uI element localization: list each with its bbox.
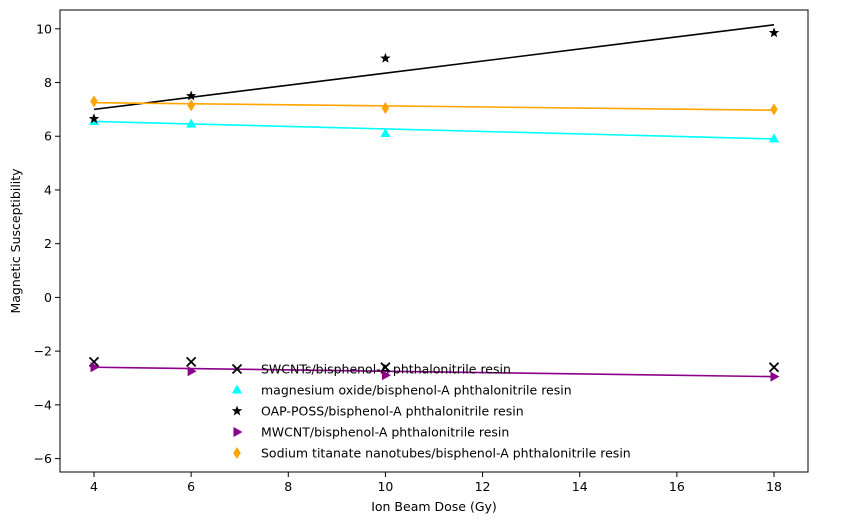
y-tick-label: 6 (44, 129, 52, 144)
legend-item-3: OAP-POSS/bisphenol-A phthalonitrile resi… (231, 404, 524, 419)
data-point (768, 27, 780, 38)
data-point (185, 90, 197, 101)
data-point (90, 95, 98, 108)
fit-line-series-3 (93, 23, 775, 111)
series-layer (88, 23, 780, 382)
x-tick-label: 10 (377, 479, 393, 494)
legend-label: magnesium oxide/bisphenol-A phthalonitri… (261, 383, 572, 398)
data-point (770, 371, 780, 382)
x-tick-label: 14 (572, 479, 588, 494)
data-point (90, 362, 100, 373)
legend-label: MWCNT/bisphenol-A phthalonitrile resin (261, 425, 509, 440)
legend: SWCNTs/bisphenol-A phthalonitrile resin m… (231, 362, 631, 461)
data-point (187, 99, 195, 112)
y-axis: −6 −4 −2 0 2 4 6 8 10 (34, 21, 60, 466)
y-tick-label: 4 (44, 182, 52, 197)
legend-item-5: Sodium titanate nanotubes/bisphenol-A ph… (233, 446, 631, 461)
fit-line-series-2 (93, 120, 775, 140)
x-axis-label: Ion Beam Dose (Gy) (371, 499, 497, 514)
x-tick-label: 4 (90, 479, 98, 494)
data-point (768, 362, 780, 373)
data-point (380, 52, 391, 63)
y-tick-label: 0 (44, 290, 52, 305)
legend-item-1: SWCNTs/bisphenol-A phthalonitrile resin (231, 362, 511, 377)
y-tick-label: −4 (34, 397, 52, 412)
fit-line-series-5 (93, 101, 775, 111)
legend-label: Sodium titanate nanotubes/bisphenol-A ph… (261, 446, 631, 461)
x-tick-label: 18 (766, 479, 782, 494)
legend-label: OAP-POSS/bisphenol-A phthalonitrile resi… (261, 404, 524, 419)
legend-label: SWCNTs/bisphenol-A phthalonitrile resin (261, 362, 511, 377)
y-tick-label: 10 (36, 21, 52, 36)
x-tick-label: 16 (669, 479, 685, 494)
series-1 (88, 356, 780, 373)
legend-marker (231, 405, 243, 416)
series-5 (90, 95, 778, 116)
data-point (88, 113, 100, 124)
legend-marker (231, 363, 243, 375)
legend-item-4: MWCNT/bisphenol-A phthalonitrile resin (233, 425, 509, 440)
data-point (381, 370, 391, 381)
x-tick-label: 6 (187, 479, 195, 494)
legend-item-2: magnesium oxide/bisphenol-A phthalonitri… (232, 383, 572, 398)
y-tick-label: −2 (34, 344, 52, 359)
legend-marker (232, 384, 242, 394)
data-point (769, 133, 779, 143)
data-point (381, 102, 390, 115)
y-tick-label: −6 (34, 451, 52, 466)
data-point (186, 356, 197, 368)
x-tick-label: 12 (475, 479, 491, 494)
plot-background (60, 10, 808, 472)
x-axis: 4 6 8 10 12 14 16 18 (90, 472, 782, 494)
fit-line-series-4 (93, 366, 775, 378)
data-point (186, 118, 197, 128)
x-tick-label: 8 (284, 479, 292, 494)
data-point (770, 103, 778, 116)
series-3 (88, 27, 780, 124)
series-4 (90, 362, 780, 382)
legend-marker (233, 427, 243, 437)
legend-marker (233, 447, 241, 459)
y-tick-label: 2 (44, 236, 52, 251)
data-point (380, 362, 391, 373)
y-axis-label: Magnetic Susceptibility (8, 168, 23, 314)
data-point (187, 366, 197, 377)
y-tick-label: 8 (44, 75, 52, 90)
data-point (380, 128, 391, 138)
plot-frame (59, 9, 809, 473)
